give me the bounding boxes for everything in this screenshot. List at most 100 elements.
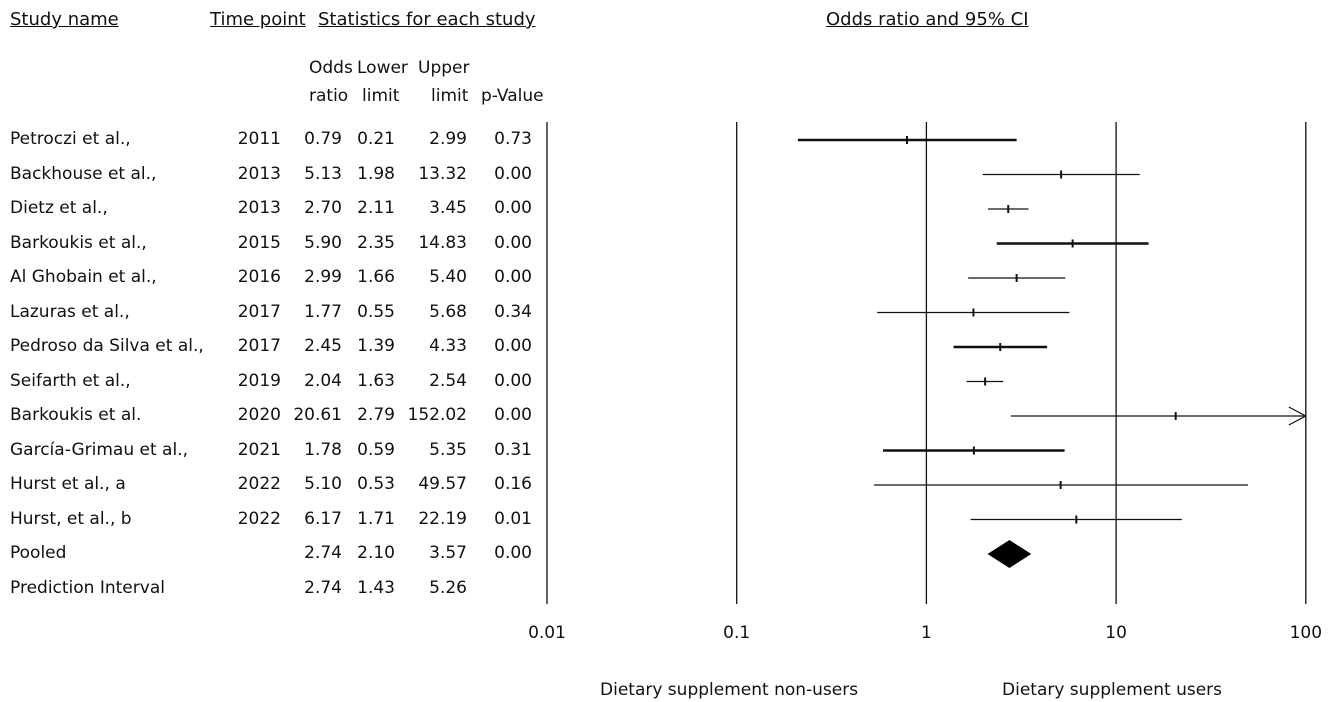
year-cell: 2011 bbox=[237, 129, 281, 149]
study-name-cell: García-Grimau et al., bbox=[10, 439, 188, 460]
lower-limit-cell: 1.39 bbox=[357, 336, 395, 356]
or-cell: 1.77 bbox=[304, 301, 342, 322]
ci-arrow bbox=[1288, 406, 1308, 426]
upper-subheader-2: limit bbox=[431, 86, 469, 106]
lower-limit-cell: 2.10 bbox=[357, 543, 395, 563]
study-name-cell: Hurst et al., a bbox=[10, 474, 126, 494]
study-name-cell: Barkoukis et al., bbox=[10, 232, 147, 253]
upper-limit-cell: 2.54 bbox=[429, 370, 467, 391]
year-cell: 2017 bbox=[237, 336, 281, 356]
year-cell: 2013 bbox=[237, 198, 281, 218]
favours-users-label: Dietary supplement users bbox=[1002, 680, 1223, 700]
or-cell: 2.70 bbox=[304, 198, 342, 218]
plot-header: Odds ratio and 95% CI bbox=[826, 9, 1029, 30]
upper-limit-cell: 22.19 bbox=[418, 508, 467, 529]
p-value-cell: 0.01 bbox=[494, 508, 532, 529]
year-cell: 2020 bbox=[237, 405, 281, 425]
p-value-cell: 0.00 bbox=[494, 543, 532, 563]
lower-limit-cell: 0.55 bbox=[357, 301, 395, 322]
study-name-cell: Pedroso da Silva et al., bbox=[10, 336, 204, 356]
p-value-cell: 0.00 bbox=[494, 232, 532, 253]
x-tick-label: 1 bbox=[921, 623, 932, 643]
lower-limit-cell: 1.71 bbox=[357, 508, 395, 529]
time-point-header: Time point bbox=[210, 9, 306, 30]
or-cell: 2.45 bbox=[304, 336, 342, 356]
p-value-cell: 0.00 bbox=[494, 370, 532, 391]
p-value-cell: 0.31 bbox=[494, 439, 532, 460]
study-name-cell: Petroczi et al., bbox=[10, 129, 131, 149]
or-cell: 2.99 bbox=[304, 267, 342, 287]
year-cell: 2022 bbox=[237, 508, 281, 529]
lower-limit-cell: 2.11 bbox=[357, 198, 395, 218]
or-cell: 6.17 bbox=[304, 508, 342, 529]
lower-limit-cell: 0.59 bbox=[357, 439, 395, 460]
upper-limit-cell: 5.68 bbox=[429, 301, 467, 322]
lower-limit-cell: 1.63 bbox=[357, 370, 395, 391]
or-cell: 2.74 bbox=[304, 543, 342, 563]
study-name-cell: Lazuras et al., bbox=[10, 301, 130, 322]
upper-limit-cell: 4.33 bbox=[429, 336, 467, 356]
or-cell: 20.61 bbox=[293, 405, 342, 425]
upper-limit-cell: 13.32 bbox=[418, 163, 467, 184]
year-cell: 2016 bbox=[237, 267, 281, 287]
or-subheader-1: Odds bbox=[309, 58, 353, 78]
lower-subheader-1: Lower bbox=[357, 58, 408, 78]
x-tick-label: 0.01 bbox=[528, 623, 566, 643]
p-value-cell: 0.00 bbox=[494, 163, 532, 184]
p-value-cell: 0.00 bbox=[494, 267, 532, 287]
statistics-header: Statistics for each study bbox=[318, 9, 536, 30]
p-value-cell: 0.73 bbox=[494, 129, 532, 149]
year-cell: 2015 bbox=[237, 232, 281, 253]
or-cell: 5.10 bbox=[304, 474, 342, 494]
or-cell: 5.90 bbox=[304, 232, 342, 253]
or-cell: 0.79 bbox=[304, 129, 342, 149]
lower-limit-cell: 2.79 bbox=[357, 405, 395, 425]
year-cell: 2022 bbox=[237, 474, 281, 494]
p-value-cell: 0.16 bbox=[494, 474, 532, 494]
p-value-cell: 0.00 bbox=[494, 405, 532, 425]
year-cell: 2013 bbox=[237, 163, 281, 184]
lower-limit-cell: 1.43 bbox=[357, 577, 395, 598]
p-value-cell: 0.34 bbox=[494, 301, 532, 322]
upper-limit-cell: 5.35 bbox=[429, 439, 467, 460]
study-name-cell: Barkoukis et al. bbox=[10, 405, 142, 425]
p-value-cell: 0.00 bbox=[494, 198, 532, 218]
upper-subheader-1: Upper bbox=[418, 58, 470, 78]
study-name-header: Study name bbox=[10, 9, 119, 30]
upper-limit-cell: 5.26 bbox=[429, 577, 467, 598]
lower-limit-cell: 2.35 bbox=[357, 232, 395, 253]
or-cell: 1.78 bbox=[304, 439, 342, 460]
upper-limit-cell: 14.83 bbox=[418, 232, 467, 253]
study-name-cell: Seifarth et al., bbox=[10, 370, 131, 391]
lower-subheader-2: limit bbox=[362, 86, 400, 106]
study-name-cell: Hurst, et al., b bbox=[10, 508, 132, 529]
study-name-cell: Prediction Interval bbox=[10, 577, 165, 598]
upper-limit-cell: 152.02 bbox=[407, 405, 467, 425]
pooled-diamond bbox=[987, 540, 1032, 568]
upper-limit-cell: 3.57 bbox=[429, 543, 467, 563]
or-cell: 2.04 bbox=[304, 370, 342, 391]
year-cell: 2019 bbox=[237, 370, 281, 391]
upper-limit-cell: 2.99 bbox=[429, 129, 467, 149]
lower-limit-cell: 0.53 bbox=[357, 474, 395, 494]
study-name-cell: Al Ghobain et al., bbox=[10, 267, 157, 287]
upper-limit-cell: 49.57 bbox=[418, 474, 467, 494]
x-tick-label: 10 bbox=[1105, 623, 1127, 643]
or-cell: 5.13 bbox=[304, 163, 342, 184]
x-tick-label: 100 bbox=[1290, 623, 1322, 643]
upper-limit-cell: 5.40 bbox=[429, 267, 467, 287]
study-name-cell: Dietz et al., bbox=[10, 198, 108, 218]
favours-non-users-label: Dietary supplement non-users bbox=[600, 680, 859, 700]
or-subheader-2: ratio bbox=[309, 86, 349, 106]
p-value-subheader: p-Value bbox=[481, 86, 544, 106]
upper-limit-cell: 3.45 bbox=[429, 198, 467, 218]
year-cell: 2021 bbox=[237, 439, 281, 460]
year-cell: 2017 bbox=[237, 301, 281, 322]
study-name-cell: Pooled bbox=[10, 543, 67, 563]
p-value-cell: 0.00 bbox=[494, 336, 532, 356]
x-tick-label: 0.1 bbox=[723, 623, 750, 643]
lower-limit-cell: 1.66 bbox=[357, 267, 395, 287]
lower-limit-cell: 0.21 bbox=[357, 129, 395, 149]
study-name-cell: Backhouse et al., bbox=[10, 163, 157, 184]
